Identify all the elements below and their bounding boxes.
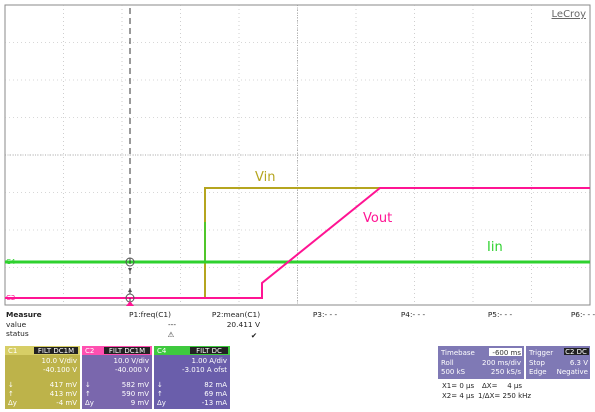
- c1-offset: -40.100 V: [43, 366, 77, 374]
- cursor-x2: X2= 4 µs: [442, 392, 474, 400]
- c4-cursor1-symbol: ↓: [157, 381, 163, 389]
- cursor-inv-dx: 1/ΔX= 250 kHz: [478, 392, 531, 400]
- timebase-rate: 250 kS/s: [491, 368, 521, 376]
- c4-name: C4: [157, 347, 167, 355]
- c1-name: C1: [8, 347, 17, 355]
- measure-p1-value: ---: [168, 320, 176, 329]
- channel-c2-panel[interactable]: C2 FILT DC1M 10.0 V/div -40.000 V ↓ 582 …: [82, 346, 152, 409]
- measure-p2-value: 20.411 V: [227, 320, 260, 329]
- trigger-slope: Negative: [557, 368, 588, 376]
- cursor-readout: X1= 0 µs ΔX= 4 µs X2= 4 µs 1/ΔX= 250 kHz: [442, 382, 531, 400]
- trigger-mode: Stop: [529, 359, 545, 367]
- trigger-channel: C2 DC: [565, 348, 587, 356]
- c2-tag: FILT DC1M: [109, 347, 145, 355]
- c4-cursor2-symbol: ↑: [157, 390, 163, 398]
- label-vin: Vin: [255, 170, 275, 185]
- measure-p1-status-icon: ⚠: [168, 330, 175, 339]
- c4-scale: 1.00 A/div: [192, 357, 228, 365]
- c1-scale: 10.0 V/div: [42, 357, 78, 365]
- timebase-per-div: 200 ms/div: [482, 359, 521, 367]
- c1-cursor2-symbol: ↑: [8, 390, 14, 398]
- c2-delta-symbol: Δy: [85, 399, 94, 407]
- c2-delta: 9 mV: [131, 399, 149, 407]
- measure-col-p4[interactable]: P4:- - -: [401, 310, 426, 319]
- marker-c2: C2: [6, 294, 15, 302]
- c4-delta: -13 mA: [202, 399, 227, 407]
- c1-cursor1: 417 mV: [50, 381, 77, 389]
- trigger-panel[interactable]: Trigger C2 DC Stop 6.3 V Edge Negative: [526, 346, 590, 379]
- trace-c2-vout: [5, 187, 590, 299]
- label-iin: Iin: [487, 240, 503, 255]
- c2-cursor1-symbol: ↓: [85, 381, 91, 389]
- measure-table[interactable]: Measure value status P1:freq(C1) P2:mean…: [6, 310, 595, 340]
- cursor-arrow-up-icon: [128, 288, 132, 292]
- measure-title: Measure: [6, 310, 42, 319]
- measure-col-p2[interactable]: P2:mean(C1): [212, 310, 260, 319]
- channel-c4-panel[interactable]: C4 FILT DC 1.00 A/div -3.010 A ofst ↓ 82…: [154, 346, 230, 409]
- channel-c1-panel[interactable]: C1 FILT DC1M 10.0 V/div -40.100 V ↓ 417 …: [5, 346, 80, 409]
- timebase-title: Timebase: [440, 349, 475, 357]
- cursor-dx: 4 µs: [507, 382, 522, 390]
- c2-cursor1: 582 mV: [122, 381, 149, 389]
- c1-cursor1-symbol: ↓: [8, 381, 14, 389]
- timebase-offset: -600 ms: [492, 349, 521, 357]
- graticule: [5, 5, 590, 305]
- c4-cursor1: 82 mA: [204, 381, 227, 389]
- timebase-samples: 500 kS: [441, 368, 466, 376]
- c1-tag: FILT DC1M: [38, 347, 74, 355]
- c4-delta-symbol: Δy: [157, 399, 166, 407]
- trigger-level: 6.3 V: [570, 359, 588, 367]
- cursor-x1: X1= 0 µs: [442, 382, 474, 390]
- cursor-dx-label: ΔX=: [482, 382, 498, 390]
- measure-col-p6[interactable]: P6:- - -: [571, 310, 595, 319]
- measure-col-p3[interactable]: P3:- - -: [313, 310, 338, 319]
- c2-cursor2-symbol: ↑: [85, 390, 91, 398]
- trigger-type: Edge: [529, 368, 547, 376]
- c2-scale: 10.0 V/div: [114, 357, 150, 365]
- label-vout: Vout: [363, 211, 392, 226]
- cursor-arrow-down-icon: [128, 268, 132, 272]
- measure-p2-status-icon: ✔: [251, 331, 257, 340]
- c4-cursor2: 69 mA: [204, 390, 227, 398]
- trigger-title: Trigger: [528, 349, 553, 357]
- measure-col-p1[interactable]: P1:freq(C1): [129, 310, 171, 319]
- cursor-marker-c4: [125, 257, 135, 267]
- measure-row-status: status: [6, 329, 29, 338]
- measure-row-value: value: [6, 320, 27, 329]
- timebase-mode: Roll: [441, 359, 454, 367]
- c1-cursor2: 413 mV: [50, 390, 77, 398]
- timebase-panel[interactable]: Timebase -600 ms Roll 200 ms/div 500 kS …: [438, 346, 524, 379]
- brand-logo: LeCroy: [552, 9, 587, 20]
- c4-offset: -3.010 A ofst: [182, 366, 227, 374]
- c2-name: C2: [85, 347, 94, 355]
- c2-cursor2: 590 mV: [122, 390, 149, 398]
- trigger-position-icon: [126, 301, 134, 306]
- measure-col-p5[interactable]: P5:- - -: [488, 310, 513, 319]
- c1-delta: -4 mV: [56, 399, 77, 407]
- marker-c4: C4: [6, 258, 16, 266]
- c2-offset: -40.000 V: [115, 366, 149, 374]
- c4-tag: FILT DC: [196, 347, 222, 355]
- c1-delta-symbol: Δy: [8, 399, 17, 407]
